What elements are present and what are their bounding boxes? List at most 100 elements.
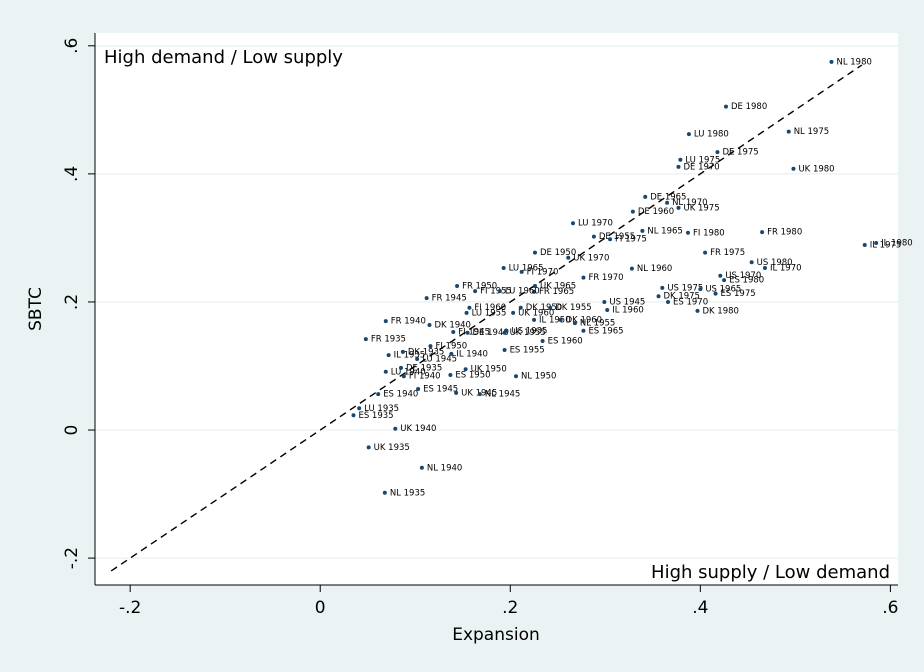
point-label: UK 1975	[683, 203, 719, 213]
point	[473, 289, 478, 294]
point	[703, 250, 708, 255]
point-label: FI 1970	[527, 267, 559, 277]
point	[363, 337, 368, 342]
point-label: DE 1960	[638, 207, 674, 217]
point	[497, 289, 502, 294]
point	[451, 330, 456, 335]
point-label: FR 1965	[539, 287, 574, 297]
x-tick-label: .2	[502, 598, 518, 618]
point-label: FI 1955	[480, 287, 512, 297]
point	[572, 321, 577, 326]
point	[786, 129, 791, 134]
point	[713, 291, 718, 296]
point-label: DE 1965	[650, 192, 686, 202]
point-label: FR 1950	[462, 281, 497, 291]
corner-annotation: High supply / Low demand	[651, 562, 890, 583]
point	[581, 275, 586, 280]
point-label: UK 1950	[471, 365, 507, 375]
point	[427, 323, 432, 328]
point	[678, 157, 683, 162]
point-label: ES 1970	[673, 297, 708, 307]
point-label: NL 1980	[836, 57, 871, 67]
point-label: UK 1955	[510, 328, 546, 338]
point	[686, 132, 691, 137]
point	[643, 194, 648, 199]
point	[504, 328, 509, 333]
point	[357, 406, 362, 411]
point-label: DK 1960	[566, 315, 602, 325]
x-tick-label: 0	[315, 598, 326, 618]
point	[602, 299, 607, 304]
y-tick-label: 0	[62, 425, 82, 436]
point-label: US 1980	[757, 258, 793, 268]
point-label: DK 1935	[408, 347, 444, 357]
point	[660, 285, 665, 290]
point-label: FI 1950	[435, 342, 467, 352]
x-axis-title: Expansion	[452, 625, 540, 645]
point-label: LU 1980	[694, 130, 729, 140]
y-axis-title: SBTC	[26, 287, 46, 331]
point-label: DK 1950	[526, 303, 562, 313]
point-label: NL 1945	[485, 390, 520, 400]
point	[532, 283, 537, 288]
point-label: DE 1935	[406, 363, 442, 373]
point	[698, 287, 703, 292]
point-label: NL 1940	[427, 463, 462, 473]
point-label: LU 1960	[505, 287, 540, 297]
point	[455, 283, 460, 288]
point-label: US 1935	[511, 326, 547, 336]
point	[829, 59, 834, 64]
point	[862, 242, 867, 247]
point-label: IL 1960	[612, 305, 644, 315]
point	[532, 317, 537, 322]
point	[629, 266, 634, 271]
point-label: IL 1940	[456, 349, 488, 359]
point	[749, 260, 754, 265]
point	[695, 308, 700, 313]
point-label: NL 1960	[637, 264, 672, 274]
point-label: DE 1970	[683, 162, 719, 172]
point	[366, 445, 371, 450]
point-label: DE 1975	[722, 148, 758, 158]
y-tick-label: -.2	[62, 547, 82, 569]
point-label: ES 1955	[510, 345, 545, 355]
point	[665, 200, 670, 205]
point	[518, 305, 523, 310]
plot-area	[95, 33, 898, 585]
point	[685, 230, 690, 235]
point-label: FI 1960	[474, 303, 506, 313]
point-label: FR 1980	[767, 228, 802, 238]
point	[666, 299, 671, 304]
point	[383, 369, 388, 374]
x-tick-label: .6	[882, 598, 898, 618]
point	[762, 266, 767, 271]
point	[548, 305, 553, 310]
point-label: IL 1950	[539, 315, 571, 325]
point	[608, 237, 613, 242]
point-label: DE 1950	[540, 248, 576, 258]
point	[540, 339, 545, 344]
point	[401, 374, 406, 379]
point-label: NL 1970	[672, 198, 707, 208]
point-label: UK 1935	[374, 443, 410, 453]
point-label: NL 1935	[390, 488, 425, 498]
point-label: IL 1935	[394, 351, 426, 361]
point	[532, 250, 537, 255]
point-label: ES 1935	[358, 411, 393, 421]
point	[640, 228, 645, 233]
point-label: US 1965	[705, 285, 741, 295]
point-label: UK 1965	[540, 281, 576, 291]
point-label: DK 1980	[702, 306, 738, 316]
point-label: DE 1980	[731, 102, 767, 112]
point	[630, 209, 635, 214]
point-label: DK 1955	[555, 303, 591, 313]
point-label: US 1945	[609, 297, 645, 307]
reference-line	[110, 64, 863, 572]
point	[398, 365, 403, 370]
point	[424, 296, 429, 301]
point	[570, 221, 575, 226]
point	[715, 150, 720, 155]
point-label: ES 1975	[721, 289, 756, 299]
point-label: US 1970	[725, 271, 761, 281]
